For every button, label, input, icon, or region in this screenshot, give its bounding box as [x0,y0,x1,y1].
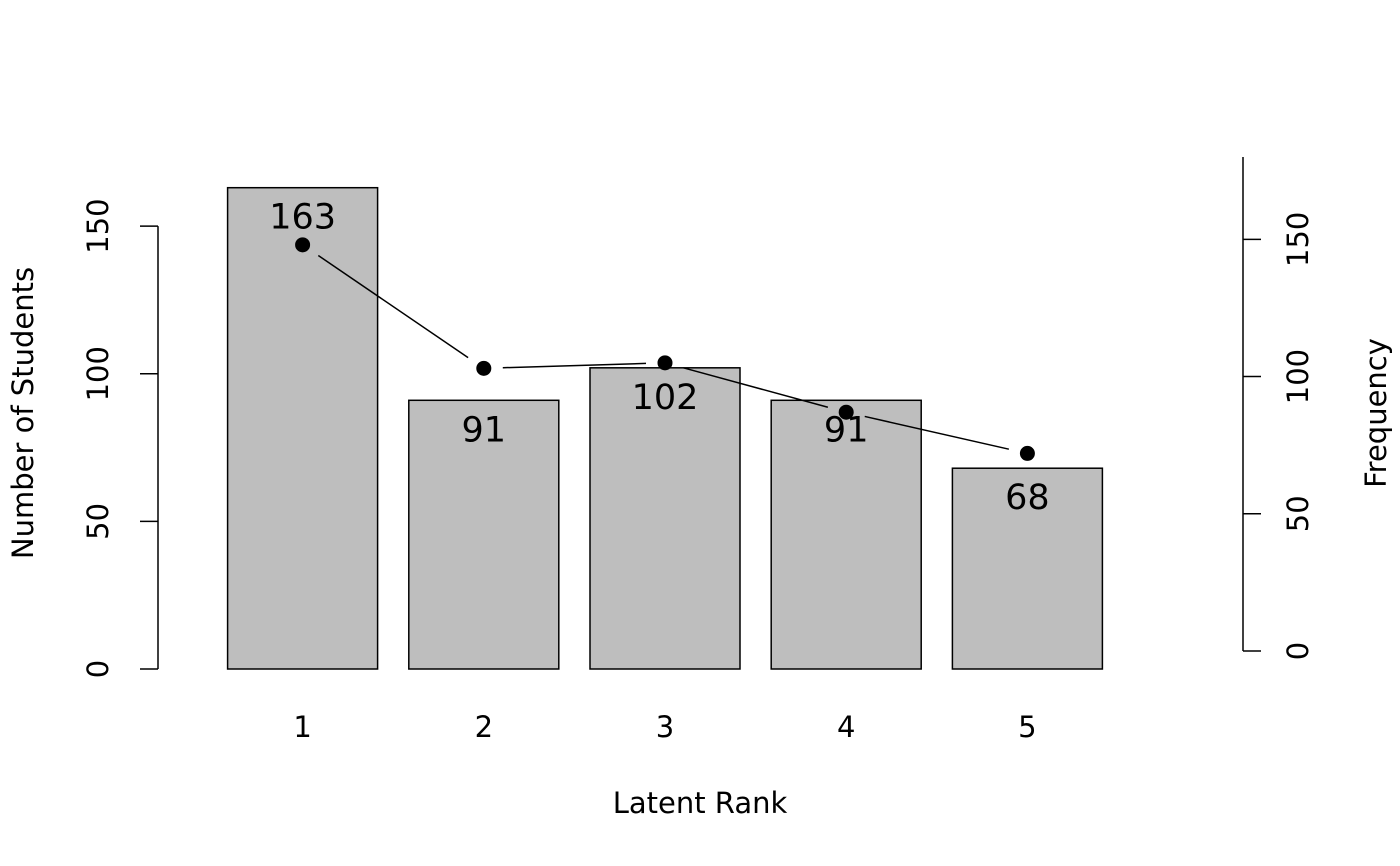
bar [951,467,1104,670]
data-label: 91 [462,410,507,450]
line-point [838,404,854,420]
bar [589,367,741,670]
x-tick-label: 5 [1018,710,1036,744]
y-tick-label: 100 [81,346,115,401]
line-point [1019,445,1035,461]
bar [408,399,560,670]
x-tick-label: 3 [656,710,674,744]
y-tick-label: 0 [81,660,115,678]
y-tick-label: 50 [81,503,115,540]
x-tick-label: 1 [293,710,311,744]
line-point [476,360,492,376]
bar [226,186,379,670]
data-label: 102 [632,378,699,418]
y2-tick-label: 150 [1281,212,1315,267]
bar [770,399,922,670]
line-point [657,355,673,371]
data-label: 163 [269,198,336,238]
line-segment [502,362,647,369]
line-point [295,237,311,253]
x-axis-title: Latent Rank [613,786,788,820]
x-tick-label: 2 [475,710,493,744]
y2-axis-title: Frequency [1359,338,1393,488]
y-tick-label: 150 [81,198,115,253]
line-segment [317,254,469,359]
y2-tick-label: 0 [1281,642,1315,660]
data-label: 68 [1005,478,1050,518]
y-axis-title: Number of Students [6,267,40,559]
x-tick-label: 4 [837,710,855,744]
line-segment [864,415,1010,450]
y2-tick-label: 50 [1281,495,1315,532]
y2-tick-label: 100 [1281,349,1315,404]
line-segment [683,367,829,408]
